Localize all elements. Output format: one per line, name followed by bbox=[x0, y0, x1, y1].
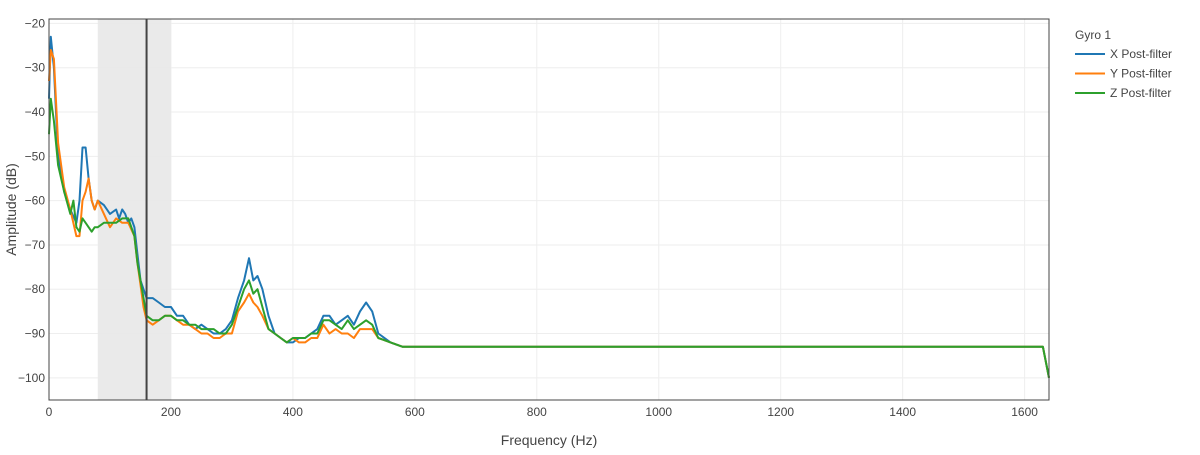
x-tick-label: 1400 bbox=[889, 405, 916, 419]
series-lines bbox=[48, 35, 1050, 378]
x-tick-label: 800 bbox=[527, 405, 547, 419]
y-tick-label: −20 bbox=[25, 16, 46, 30]
series-line-2[interactable] bbox=[48, 49, 1050, 378]
plot-frame bbox=[48, 18, 1050, 401]
y-axis-title: Amplitude (dB) bbox=[3, 163, 19, 256]
x-tick-label: 0 bbox=[46, 405, 53, 419]
y-axis-ticks: −100 −90 −80 −70 −60 −50 −40 −30 −20 bbox=[18, 16, 45, 384]
y-tick-label: −100 bbox=[18, 371, 45, 385]
legend-item-3[interactable]: Z Post-filter bbox=[1075, 86, 1171, 100]
y-tick-label: −60 bbox=[25, 194, 46, 208]
x-axis-title: Frequency (Hz) bbox=[501, 432, 597, 448]
legend-label: Z Post-filter bbox=[1110, 86, 1171, 100]
x-tick-label: 200 bbox=[161, 405, 181, 419]
x-tick-label: 600 bbox=[405, 405, 425, 419]
x-tick-label: 1600 bbox=[1011, 405, 1038, 419]
y-tick-label: −70 bbox=[25, 238, 46, 252]
y-tick-label: −90 bbox=[25, 327, 46, 341]
legend-item-1[interactable]: X Post-filter bbox=[1075, 47, 1172, 61]
legend-title: Gyro 1 bbox=[1075, 28, 1111, 42]
shaded-region bbox=[97, 19, 171, 400]
x-tick-label: 1200 bbox=[767, 405, 794, 419]
x-tick-label: 400 bbox=[283, 405, 303, 419]
series-line-3[interactable] bbox=[48, 97, 1050, 378]
legend-label: X Post-filter bbox=[1110, 47, 1172, 61]
shaded-band bbox=[97, 19, 171, 400]
y-tick-label: −50 bbox=[25, 149, 46, 163]
legend[interactable]: Gyro 1 X Post-filter Y Post-filter Z Post-… bbox=[1075, 28, 1172, 100]
y-tick-label: −80 bbox=[25, 282, 46, 296]
legend-label: Y Post-filter bbox=[1110, 67, 1172, 81]
x-tick-label: 1000 bbox=[645, 405, 672, 419]
grid bbox=[48, 19, 1049, 400]
y-tick-label: −40 bbox=[25, 105, 46, 119]
y-tick-label: −30 bbox=[25, 61, 46, 75]
x-axis-ticks: 0 200 400 600 800 1000 1200 1400 1600 bbox=[46, 405, 1039, 419]
legend-item-2[interactable]: Y Post-filter bbox=[1075, 67, 1172, 81]
